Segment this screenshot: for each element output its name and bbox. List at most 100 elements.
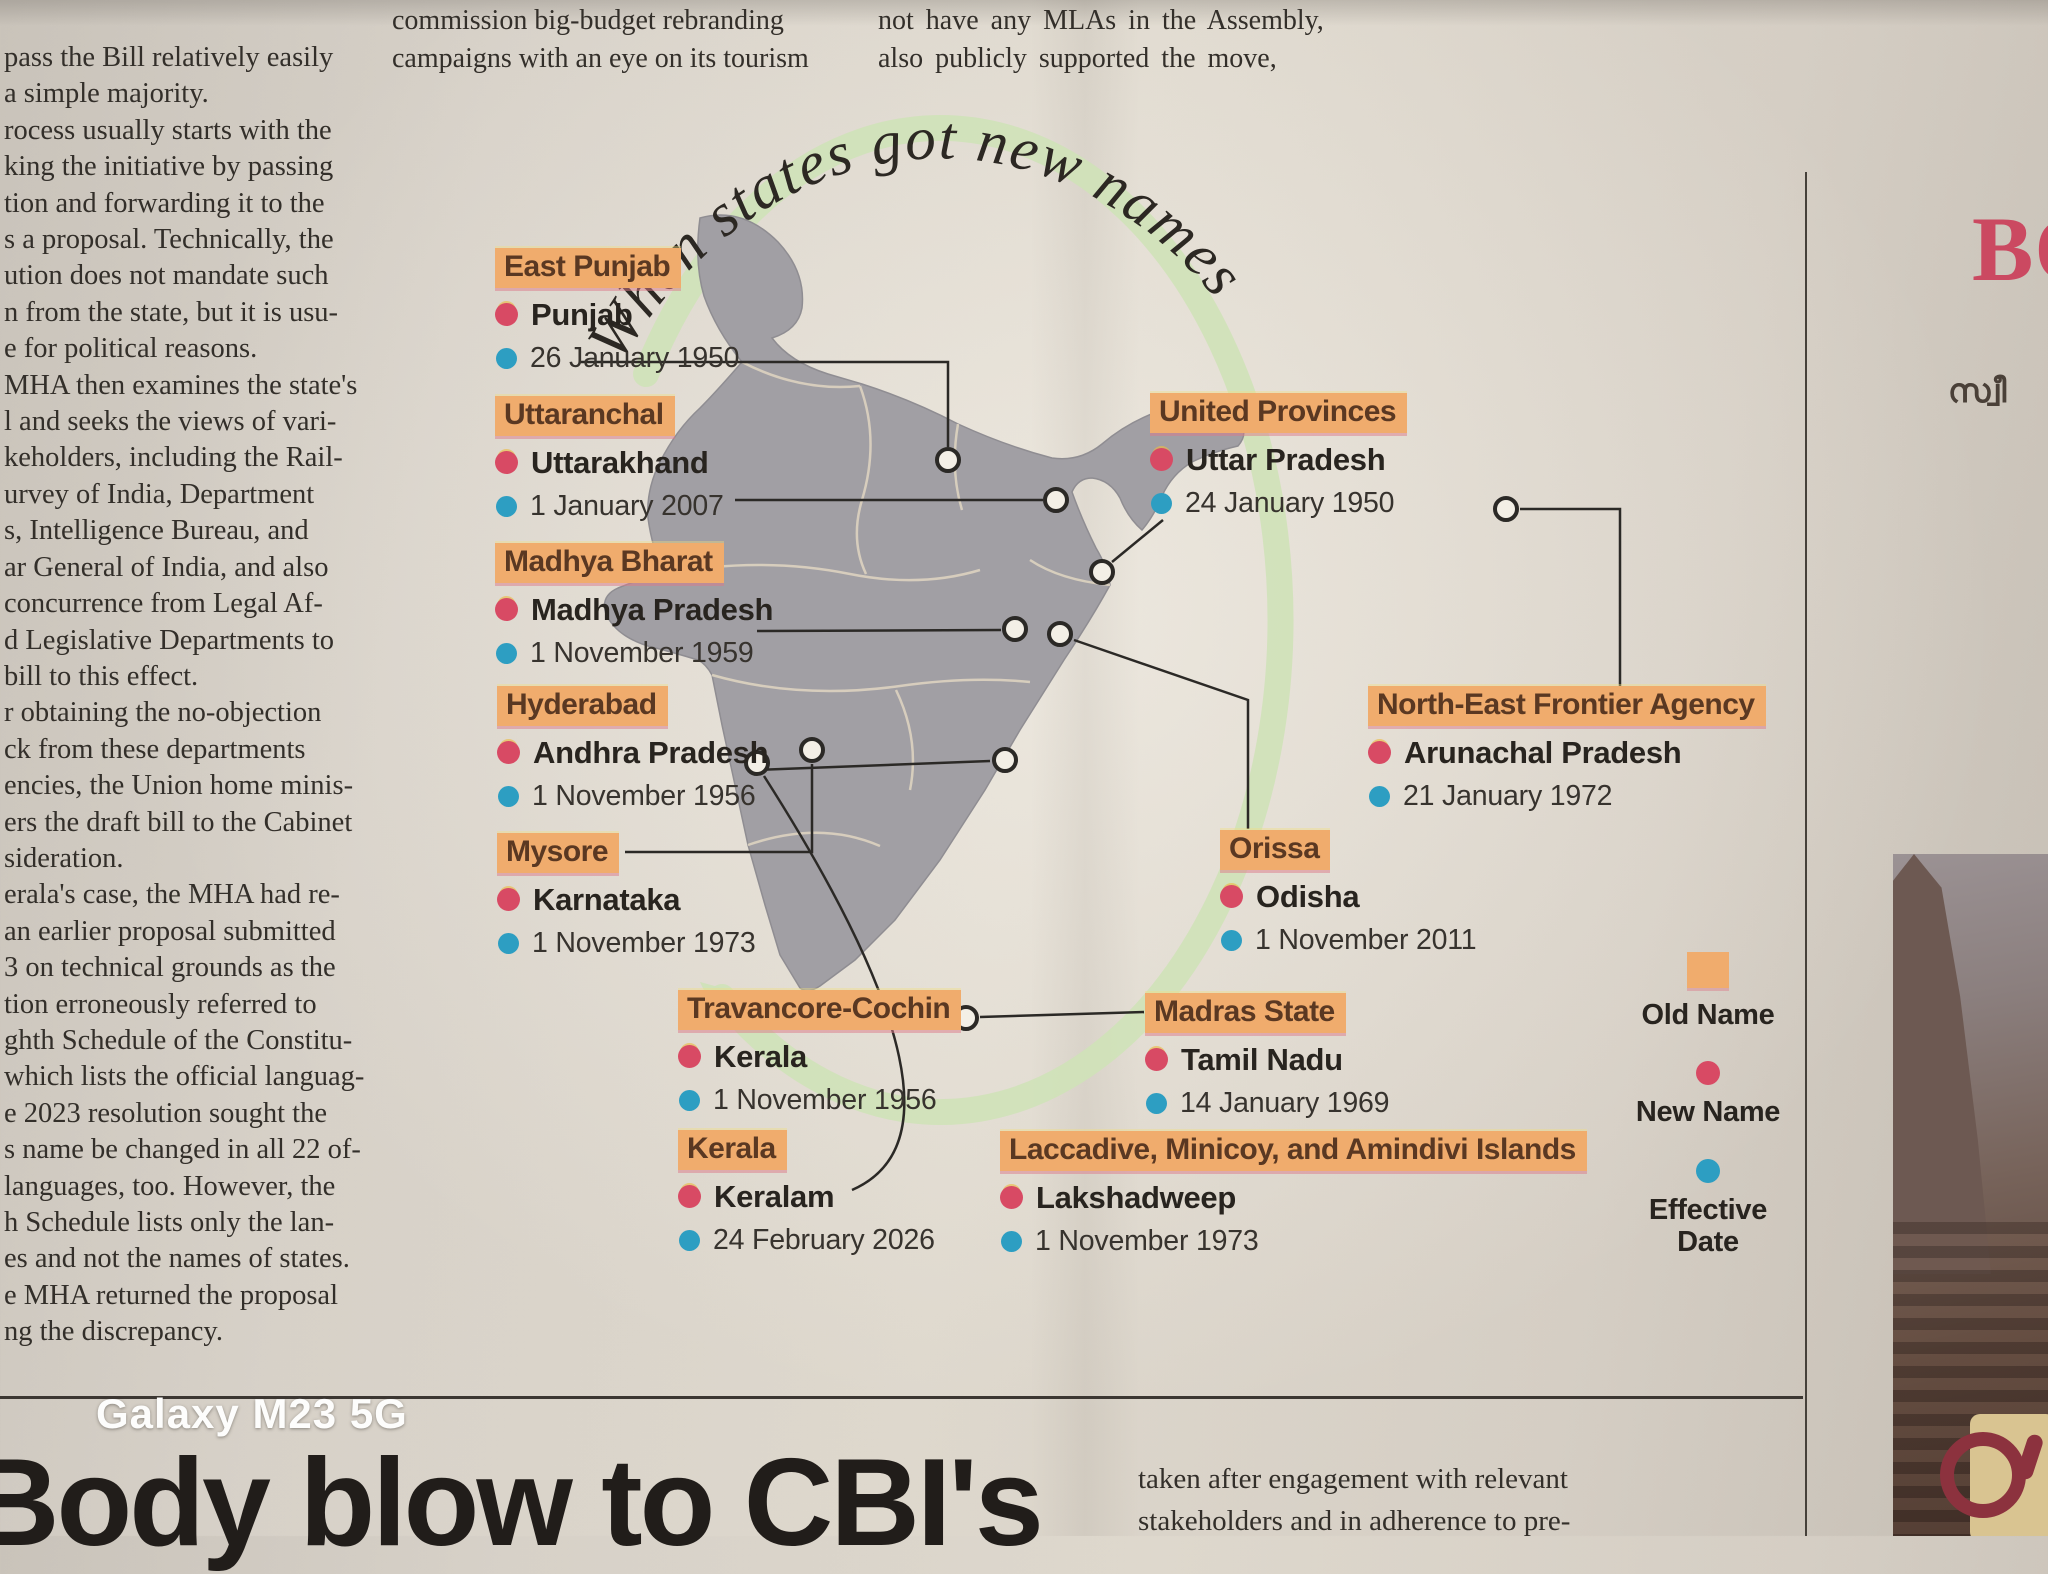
article-line: h Schedule lists only the lan- bbox=[4, 1207, 335, 1238]
article-line: commission big-budget rebranding bbox=[392, 5, 784, 36]
entry-arunachal-pradesh: North-East Frontier Agency Arunachal Pra… bbox=[1368, 686, 1766, 813]
effective-date-text: 1 November 1959 bbox=[530, 636, 754, 669]
article-line: concurrence from Legal Af- bbox=[4, 588, 323, 620]
old-name-label: Laccadive, Minicoy, and Amindivi Islands bbox=[1000, 1131, 1587, 1171]
malayalam-text-fragment: സ്വീ bbox=[1948, 372, 2007, 409]
article-line: sideration. bbox=[4, 842, 124, 874]
effective-date-dot-icon bbox=[496, 642, 517, 664]
entry-madhya-pradesh: Madhya Bharat Madhya Pradesh 1 November … bbox=[495, 543, 773, 670]
new-name-text: Lakshadweep bbox=[1036, 1179, 1237, 1215]
article-line: urvey of India, Department bbox=[4, 478, 315, 510]
article-line: pass the Bill relatively easily bbox=[4, 42, 334, 73]
column-divider-rule bbox=[1805, 172, 1807, 1536]
legend-effective-date: Effective Date bbox=[1618, 1158, 1798, 1259]
marker-kerala bbox=[744, 750, 770, 776]
new-name-dot-icon bbox=[1145, 1048, 1168, 1072]
new-name-text: Kerala bbox=[714, 1038, 807, 1074]
article-line: ck from these departments bbox=[4, 733, 306, 765]
new-name-dot-icon bbox=[495, 598, 518, 622]
entry-kerala: Travancore-Cochin Kerala 1 November 1956 bbox=[678, 990, 962, 1117]
legend-label: Effective Date bbox=[1648, 1193, 1768, 1259]
entry-karnataka: Mysore Karnataka 1 November 1973 bbox=[497, 833, 756, 960]
state-borders bbox=[663, 360, 1111, 848]
publication-logo-icon bbox=[1940, 1432, 2026, 1518]
entry-odisha: Orissa Odisha 1 November 2011 bbox=[1220, 830, 1477, 957]
effective-date-dot-icon bbox=[496, 495, 517, 517]
article-line: ghth Schedule of the Constitu- bbox=[4, 1024, 353, 1056]
effective-date-dot-icon bbox=[1146, 1092, 1167, 1114]
old-name-label: Travancore-Cochin bbox=[678, 990, 962, 1030]
marker-madhya-pradesh bbox=[1002, 616, 1028, 642]
old-name-label: Uttaranchal bbox=[495, 396, 675, 436]
old-name-label: Madras State bbox=[1145, 993, 1346, 1033]
article-line: l and seeks the views of vari- bbox=[4, 406, 337, 438]
article-line: e MHA returned the proposal bbox=[4, 1279, 338, 1311]
effective-date-text: 21 January 1972 bbox=[1403, 779, 1613, 812]
article-line: n from the state, but it is usu- bbox=[4, 296, 339, 328]
legend-label: New Name bbox=[1635, 1096, 1781, 1129]
map-markers bbox=[744, 447, 1519, 1031]
old-name-swatch-icon bbox=[1687, 952, 1729, 988]
article-line: ution does not mandate such bbox=[4, 260, 329, 292]
article-column-right: not have any MLAs in the Assembly, also … bbox=[878, 2, 1368, 78]
entry-keralam: Kerala Keralam 24 February 2026 bbox=[678, 1130, 935, 1257]
entry-tamil-nadu: Madras State Tamil Nadu 14 January 1969 bbox=[1145, 993, 1390, 1120]
new-name-dot-icon bbox=[678, 1185, 701, 1209]
article-line: s a proposal. Technically, the bbox=[4, 224, 334, 256]
new-name-dot-icon bbox=[678, 1045, 701, 1069]
marker-punjab bbox=[935, 447, 961, 473]
article-line: stakeholders and in adherence to pre- bbox=[1138, 1505, 1571, 1537]
article-line: 3 on technical grounds as the bbox=[4, 952, 336, 984]
new-name-dot-icon bbox=[1220, 885, 1243, 909]
article-line: ers the draft bill to the Cabinet bbox=[4, 806, 353, 838]
effective-date-text: 24 February 2026 bbox=[713, 1223, 935, 1256]
legend-old-name: Old Name bbox=[1618, 952, 1798, 1031]
article-line: languages, too. However, the bbox=[4, 1170, 336, 1202]
article-line: d Legislative Departments to bbox=[4, 624, 335, 656]
entry-punjab: East Punjab Punjab 26 January 1950 bbox=[495, 248, 740, 375]
old-name-label: United Provinces bbox=[1150, 393, 1408, 433]
new-name-dot-icon bbox=[495, 303, 518, 327]
effective-date-text: 1 November 2011 bbox=[1255, 923, 1477, 956]
effective-date-dot-icon bbox=[1001, 1230, 1022, 1252]
article-line: s name be changed in all 22 of- bbox=[4, 1134, 361, 1166]
effective-date-dot-icon bbox=[1151, 492, 1172, 514]
effective-date-text: 24 January 1950 bbox=[1185, 486, 1395, 519]
article-line: ar General of India, and also bbox=[4, 551, 329, 583]
article-line: taken after engagement with relevant bbox=[1138, 1463, 1568, 1495]
new-name-text: Punjab bbox=[531, 296, 633, 332]
marker-odisha bbox=[1047, 621, 1073, 647]
effective-date-dot-icon bbox=[1696, 1158, 1720, 1183]
entry-uttarakhand: Uttaranchal Uttarakhand 1 January 2007 bbox=[495, 396, 724, 523]
effective-date-text: 1 November 1973 bbox=[1035, 1224, 1259, 1257]
new-name-dot-icon bbox=[497, 888, 520, 912]
entry-andhra-pradesh: Hyderabad Andhra Pradesh 1 November 1956 bbox=[497, 686, 769, 813]
effective-date-dot-icon bbox=[1369, 785, 1390, 807]
article-line: an earlier proposal submitted bbox=[4, 915, 336, 947]
article-line: s, Intelligence Bureau, and bbox=[4, 515, 309, 547]
new-name-text: Keralam bbox=[714, 1178, 835, 1214]
legend-label: Old Name bbox=[1641, 999, 1775, 1031]
article-line: rocess usually starts with the bbox=[4, 114, 332, 146]
effective-date-dot-icon bbox=[498, 785, 519, 807]
new-name-text: Madhya Pradesh bbox=[531, 591, 774, 627]
legend: Old Name New Name Effective Date bbox=[1618, 952, 1798, 1289]
camera-watermark: Galaxy M23 5G bbox=[96, 1390, 408, 1437]
effective-date-text: 1 November 1973 bbox=[532, 926, 756, 959]
effective-date-text: 1 November 1956 bbox=[713, 1083, 937, 1116]
effective-date-text: 26 January 1950 bbox=[530, 341, 740, 374]
new-name-text: Uttarakhand bbox=[531, 444, 709, 480]
article-line: e for political reasons. bbox=[4, 333, 258, 365]
article-line: also publicly supported the move, bbox=[878, 43, 1277, 74]
article-line: e 2023 resolution sought the bbox=[4, 1097, 327, 1129]
india-map-shape bbox=[603, 214, 1245, 992]
article-line: MHA then examines the state's bbox=[4, 369, 358, 401]
old-name-label: Hyderabad bbox=[497, 686, 668, 726]
marker-andhra-pradesh bbox=[992, 747, 1018, 773]
article-line: tion and forwarding it to the bbox=[4, 187, 325, 219]
temple-photo bbox=[1893, 854, 2048, 1536]
article-line: tion erroneously referred to bbox=[4, 988, 317, 1020]
marker-uttar-pradesh bbox=[1089, 559, 1115, 585]
marker-karnataka bbox=[799, 737, 825, 763]
